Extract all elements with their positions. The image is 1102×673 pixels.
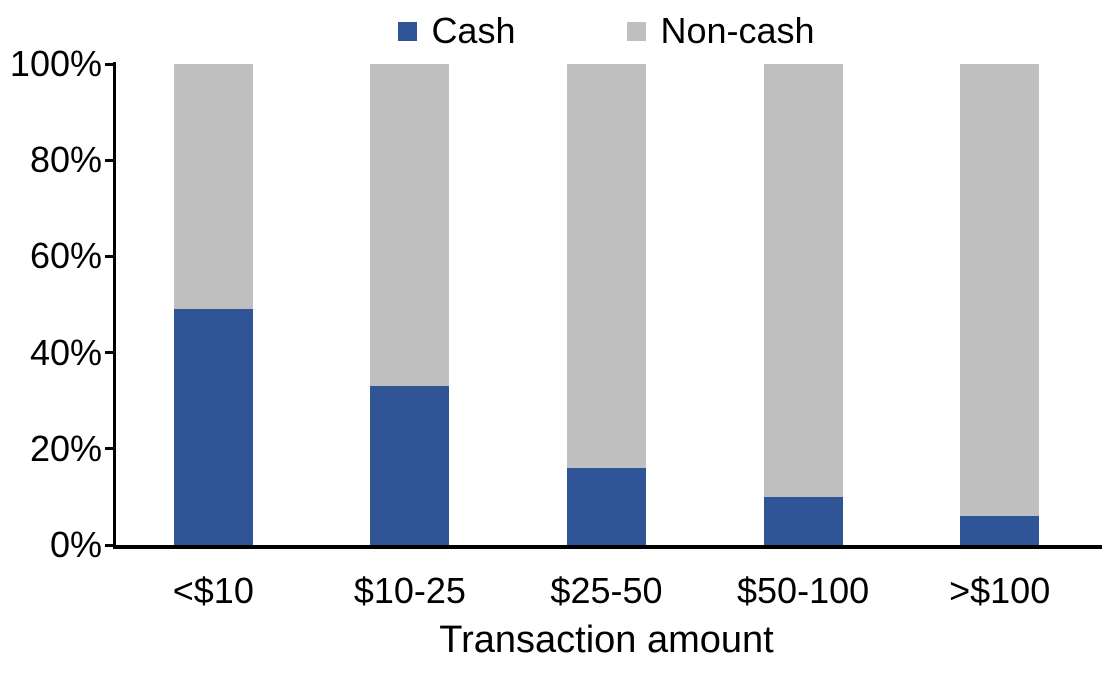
y-tick-label-60: 60% — [29, 235, 102, 276]
y-tick-mark-60 — [105, 255, 114, 258]
y-tick-mark-20 — [105, 447, 114, 450]
stacked-bar-100 — [960, 64, 1040, 545]
bar-slot-100 — [901, 64, 1098, 545]
legend-swatch-non-cash — [627, 21, 647, 41]
bar-slot-25-50 — [508, 64, 705, 545]
legend-label-cash: Cash — [431, 10, 516, 51]
legend-swatch-cash — [398, 21, 418, 41]
y-tick-mark-80 — [105, 159, 114, 162]
bar-segment-cash-25-50 — [566, 468, 646, 545]
stacked-bar-10-25 — [370, 64, 450, 545]
bar-segment-non-cash-10 — [173, 64, 253, 310]
bar-segment-non-cash-100 — [960, 64, 1040, 517]
legend-item-non-cash: Non-cash — [627, 10, 815, 51]
y-tick-label-100: 100% — [9, 43, 102, 84]
x-category-label-10-25: $10-25 — [353, 570, 466, 611]
x-axis-title: Transaction amount — [439, 619, 774, 661]
x-category-label-100: >$100 — [949, 570, 1051, 611]
y-tick-label-0: 0% — [49, 524, 102, 565]
x-axis-category-labels: <$10 $10-25 $25-50 $50-100 >$100 — [115, 570, 1098, 612]
y-tick-mark-0 — [105, 544, 114, 547]
y-axis-line — [113, 62, 116, 547]
bar-slot-10-25 — [312, 64, 509, 545]
plot-area — [115, 64, 1098, 545]
y-tick-label-80: 80% — [29, 139, 102, 180]
y-tick-mark-100 — [105, 63, 114, 66]
bar-segment-non-cash-50-100 — [763, 64, 843, 497]
stacked-bar-50-100 — [763, 64, 843, 545]
legend-item-cash: Cash — [398, 13, 515, 49]
stacked-bar-10 — [173, 64, 253, 545]
bar-slot-10 — [115, 64, 312, 545]
bar-segment-cash-100 — [960, 516, 1040, 545]
x-category-label-10: <$10 — [172, 570, 254, 611]
y-tick-mark-40 — [105, 351, 114, 354]
stacked-bar-25-50 — [566, 64, 646, 545]
legend: Cash Non-cash — [115, 8, 1098, 54]
bar-segment-cash-10-25 — [370, 386, 450, 545]
x-category-label-25-50: $25-50 — [550, 570, 663, 611]
bar-segment-cash-50-100 — [763, 496, 843, 545]
x-category-label-50-100: $50-100 — [737, 570, 870, 611]
bar-segment-non-cash-25-50 — [566, 64, 646, 469]
bar-segment-cash-10 — [173, 309, 253, 545]
y-tick-label-40: 40% — [29, 332, 102, 373]
bar-slot-50-100 — [705, 64, 902, 545]
bar-segment-non-cash-10-25 — [370, 64, 450, 387]
legend-label-non-cash: Non-cash — [660, 10, 815, 51]
y-tick-label-20: 20% — [29, 428, 102, 469]
x-axis-line — [113, 545, 1102, 549]
